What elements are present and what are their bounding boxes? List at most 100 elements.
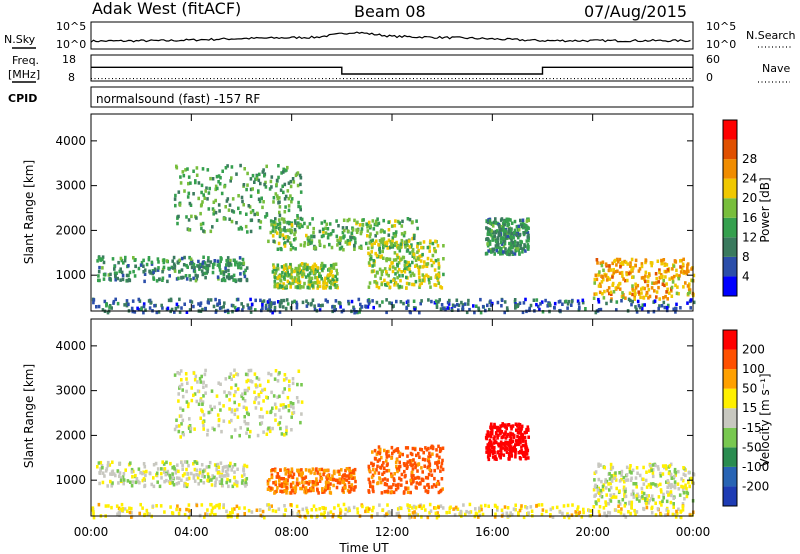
velocity-cell	[242, 465, 245, 469]
velocity-cell	[259, 422, 262, 426]
velocity-cell	[403, 490, 406, 494]
power-cell	[112, 301, 115, 305]
power-cell	[266, 300, 270, 304]
power-cell	[291, 278, 295, 282]
power-cell	[375, 284, 379, 289]
power-cell	[490, 221, 493, 226]
velocity-cell	[337, 503, 340, 508]
velocity-cell	[215, 394, 219, 398]
power-cell	[601, 292, 604, 296]
power-cell	[294, 173, 298, 178]
velocity-cell	[321, 506, 324, 510]
velocity-cell	[487, 444, 490, 448]
velocity-cell	[206, 512, 209, 517]
velocity-cell	[624, 494, 628, 499]
power-cell	[137, 297, 141, 302]
power-cell	[276, 194, 279, 198]
velocity-cell	[456, 507, 460, 511]
power-cell	[624, 278, 627, 283]
power-cell	[659, 274, 663, 279]
power-cell	[215, 218, 219, 222]
velocity-cell	[555, 505, 559, 510]
velocity-cell	[255, 508, 259, 512]
velocity-cell	[318, 479, 322, 483]
velocity-cell	[508, 440, 511, 445]
power-cell	[553, 306, 556, 310]
velocity-cell	[244, 484, 247, 488]
power-cell	[492, 247, 495, 251]
power-cell	[663, 269, 667, 274]
velocity-cell	[623, 504, 627, 508]
power-cell	[274, 217, 277, 221]
velocity-cell	[489, 434, 493, 439]
power-cell	[502, 225, 505, 230]
velocity-cell	[383, 477, 387, 481]
velocity-cell	[179, 435, 182, 439]
power-cell	[655, 290, 659, 294]
power-cell	[272, 196, 276, 200]
velocity-cell	[540, 512, 544, 517]
power-cell	[275, 225, 278, 230]
velocity-cell	[610, 495, 614, 499]
power-cell	[286, 239, 290, 243]
velocity-cell	[290, 489, 294, 493]
velocity-cell	[346, 509, 350, 513]
power-cell	[293, 228, 297, 232]
power-cell	[532, 298, 536, 302]
velocity-cell	[187, 503, 191, 507]
power-cell	[665, 282, 668, 286]
power-cell	[300, 272, 304, 277]
velocity-cell	[307, 488, 310, 493]
power-cell	[393, 251, 397, 255]
power-cell	[604, 274, 607, 278]
power-cell	[421, 273, 425, 277]
power-cell	[609, 290, 613, 294]
velocity-cell	[158, 484, 162, 489]
power-cell	[346, 238, 350, 243]
power-cell	[683, 269, 686, 274]
power-cell	[499, 237, 503, 241]
power-cell	[367, 246, 370, 250]
velocity-cell	[520, 427, 523, 431]
velocity-cell	[646, 497, 649, 502]
power-cell	[418, 285, 421, 289]
velocity-cell	[128, 510, 132, 515]
velocity-cell	[437, 490, 441, 495]
power-cell	[321, 263, 325, 268]
velocity-cell	[376, 481, 379, 486]
velocity-cell	[499, 440, 503, 444]
power-cell	[281, 184, 284, 188]
power-cell	[99, 257, 102, 261]
velocity-cell	[265, 432, 269, 436]
velocity-cell	[597, 498, 600, 502]
power-cell	[672, 274, 676, 279]
velocity-cell	[148, 512, 151, 516]
power-cell	[657, 280, 660, 284]
power-cell	[218, 299, 221, 303]
velocity-cell	[324, 506, 327, 511]
velocity-cell	[257, 377, 261, 381]
power-cell	[651, 281, 654, 285]
velocity-cell	[204, 391, 207, 395]
power-cell	[282, 170, 285, 174]
power-cell	[226, 197, 230, 201]
power-cell	[327, 278, 330, 283]
power-cell	[162, 265, 166, 270]
velocity-cell	[411, 467, 415, 471]
power-cell	[387, 257, 391, 261]
power-cell	[670, 285, 674, 290]
velocity-cell	[383, 448, 386, 453]
power-cell	[412, 306, 416, 310]
power-cell	[597, 297, 600, 302]
power-cell	[279, 232, 282, 237]
power-cell	[618, 271, 622, 275]
velocity-cell	[245, 406, 248, 410]
power-cell	[513, 241, 516, 246]
velocity-cell	[179, 369, 183, 373]
power-cell	[342, 218, 346, 222]
power-cell	[188, 201, 192, 206]
power-cell	[140, 307, 143, 311]
power-cell	[500, 217, 504, 221]
power-cell	[188, 255, 191, 260]
velocity-cell	[183, 460, 187, 464]
